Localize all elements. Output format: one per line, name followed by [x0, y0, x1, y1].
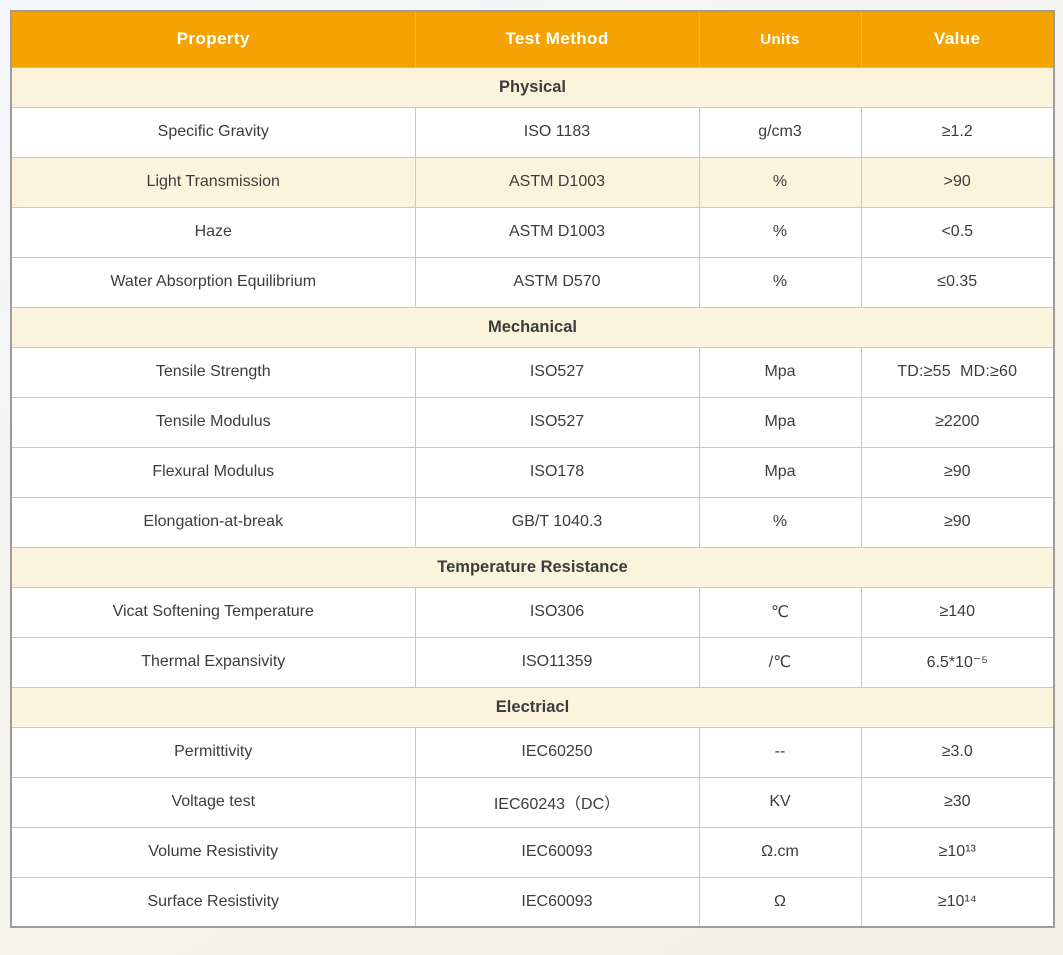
cell-units: Mpa: [698, 396, 862, 448]
cell-test-method: IEC60093: [414, 826, 700, 878]
section-title: Physical: [10, 66, 1055, 108]
cell-value: ≥140: [860, 586, 1055, 638]
table-row: Haze ASTM D1003 % <0.5: [10, 206, 1055, 258]
cell-value: >90: [860, 156, 1055, 208]
table-row: Elongation-at-break GB/T 1040.3 % ≥90: [10, 496, 1055, 548]
cell-property: Permittivity: [10, 726, 416, 778]
cell-units: Mpa: [698, 446, 862, 498]
cell-test-method: ASTM D1003: [414, 156, 700, 208]
column-header-property: Property: [10, 10, 416, 68]
section-row-physical: Physical: [10, 66, 1055, 108]
section-row-electrical: Electriacl: [10, 686, 1055, 728]
section-title: Mechanical: [10, 306, 1055, 348]
table-row: Specific Gravity ISO 1183 g/cm3 ≥1.2: [10, 106, 1055, 158]
column-header-units: Units: [698, 10, 862, 68]
cell-value: <0.5: [860, 206, 1055, 258]
cell-value: 6.5*10⁻⁵: [860, 636, 1055, 688]
cell-property: Specific Gravity: [10, 106, 416, 158]
cell-property: Surface Resistivity: [10, 876, 416, 928]
section-title: Electriacl: [10, 686, 1055, 728]
cell-property: Vicat Softening Temperature: [10, 586, 416, 638]
cell-value: ≥1.2: [860, 106, 1055, 158]
cell-value: ≥3.0: [860, 726, 1055, 778]
cell-test-method: ISO306: [414, 586, 700, 638]
cell-property: Voltage test: [10, 776, 416, 828]
cell-units: /℃: [698, 636, 862, 688]
table-row: Thermal Expansivity ISO11359 /℃ 6.5*10⁻⁵: [10, 636, 1055, 688]
table-row: Voltage test IEC60243（DC） KV ≥30: [10, 776, 1055, 828]
cell-units: g/cm3: [698, 106, 862, 158]
cell-property: Tensile Modulus: [10, 396, 416, 448]
cell-units: Ω: [698, 876, 862, 928]
cell-test-method: IEC60250: [414, 726, 700, 778]
datasheet-page: Property Test Method Units Value Physica…: [10, 10, 1055, 928]
cell-units: Ω.cm: [698, 826, 862, 878]
cell-test-method: ISO178: [414, 446, 700, 498]
cell-units: %: [698, 156, 862, 208]
cell-units: ℃: [698, 586, 862, 638]
table-row: Surface Resistivity IEC60093 Ω ≥10¹⁴: [10, 876, 1055, 928]
cell-test-method: ISO527: [414, 346, 700, 398]
cell-value: ≥90: [860, 446, 1055, 498]
cell-value: TD:≥55 MD:≥60: [860, 346, 1055, 398]
cell-property: Tensile Strength: [10, 346, 416, 398]
table-row: Permittivity IEC60250 -- ≥3.0: [10, 726, 1055, 778]
table-row: Vicat Softening Temperature ISO306 ℃ ≥14…: [10, 586, 1055, 638]
cell-value: ≥90: [860, 496, 1055, 548]
table-row: Tensile Strength ISO527 Mpa TD:≥55 MD:≥6…: [10, 346, 1055, 398]
cell-value: ≥30: [860, 776, 1055, 828]
section-row-mechanical: Mechanical: [10, 306, 1055, 348]
table-row: Light Transmission ASTM D1003 % >90: [10, 156, 1055, 208]
table-row: Volume Resistivity IEC60093 Ω.cm ≥10¹³: [10, 826, 1055, 878]
table-row: Flexural Modulus ISO178 Mpa ≥90: [10, 446, 1055, 498]
cell-test-method: ISO11359: [414, 636, 700, 688]
table-row: Tensile Modulus ISO527 Mpa ≥2200: [10, 396, 1055, 448]
cell-property: Light Transmission: [10, 156, 416, 208]
cell-units: --: [698, 726, 862, 778]
column-header-value: Value: [860, 10, 1055, 68]
header-row: Property Test Method Units Value: [10, 10, 1055, 68]
cell-test-method: ASTM D570: [414, 256, 700, 308]
cell-property: Water Absorption Equilibrium: [10, 256, 416, 308]
cell-test-method: ASTM D1003: [414, 206, 700, 258]
cell-units: %: [698, 256, 862, 308]
cell-value: ≥2200: [860, 396, 1055, 448]
cell-test-method: GB/T 1040.3: [414, 496, 700, 548]
column-header-test-method: Test Method: [414, 10, 700, 68]
cell-property: Elongation-at-break: [10, 496, 416, 548]
cell-units: %: [698, 496, 862, 548]
cell-value: ≥10¹³: [860, 826, 1055, 878]
section-title: Temperature Resistance: [10, 546, 1055, 588]
cell-test-method: IEC60243（DC）: [414, 776, 700, 828]
cell-property: Haze: [10, 206, 416, 258]
cell-value: ≥10¹⁴: [860, 876, 1055, 928]
cell-units: KV: [698, 776, 862, 828]
cell-test-method: IEC60093: [414, 876, 700, 928]
section-row-temperature-resistance: Temperature Resistance: [10, 546, 1055, 588]
cell-value: ≤0.35: [860, 256, 1055, 308]
cell-property: Flexural Modulus: [10, 446, 416, 498]
cell-test-method: ISO527: [414, 396, 700, 448]
cell-property: Thermal Expansivity: [10, 636, 416, 688]
table-row: Water Absorption Equilibrium ASTM D570 %…: [10, 256, 1055, 308]
cell-test-method: ISO 1183: [414, 106, 700, 158]
cell-units: Mpa: [698, 346, 862, 398]
properties-table: Property Test Method Units Value Physica…: [10, 10, 1055, 928]
cell-property: Volume Resistivity: [10, 826, 416, 878]
cell-units: %: [698, 206, 862, 258]
